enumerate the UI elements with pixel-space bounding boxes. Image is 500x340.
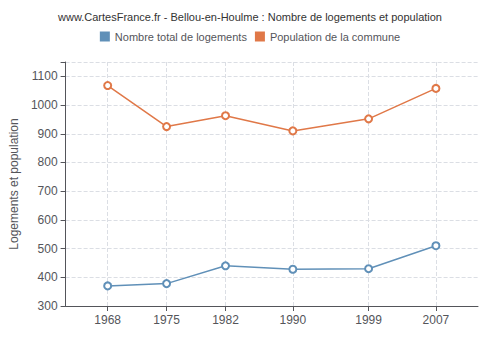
svg-text:500: 500 — [38, 242, 58, 256]
svg-text:1990: 1990 — [279, 313, 306, 327]
svg-text:2007: 2007 — [423, 313, 450, 327]
svg-text:1982: 1982 — [212, 313, 239, 327]
svg-text:300: 300 — [38, 299, 58, 313]
svg-text:1975: 1975 — [153, 313, 180, 327]
svg-text:1968: 1968 — [94, 313, 121, 327]
svg-text:1000: 1000 — [31, 98, 58, 112]
svg-text:Logements et population: Logements et population — [7, 118, 21, 249]
svg-text:Population de la commune: Population de la commune — [270, 31, 400, 43]
svg-text:1100: 1100 — [32, 69, 58, 83]
svg-text:800: 800 — [38, 155, 58, 169]
svg-text:www.CartesFrance.fr - Bellou-e: www.CartesFrance.fr - Bellou-en-Houlme :… — [57, 11, 442, 23]
svg-text:400: 400 — [38, 270, 58, 284]
svg-text:1999: 1999 — [355, 313, 382, 327]
svg-text:Nombre total de logements: Nombre total de logements — [115, 31, 248, 43]
svg-text:700: 700 — [38, 184, 58, 198]
svg-text:900: 900 — [38, 127, 58, 141]
svg-text:600: 600 — [38, 213, 58, 227]
